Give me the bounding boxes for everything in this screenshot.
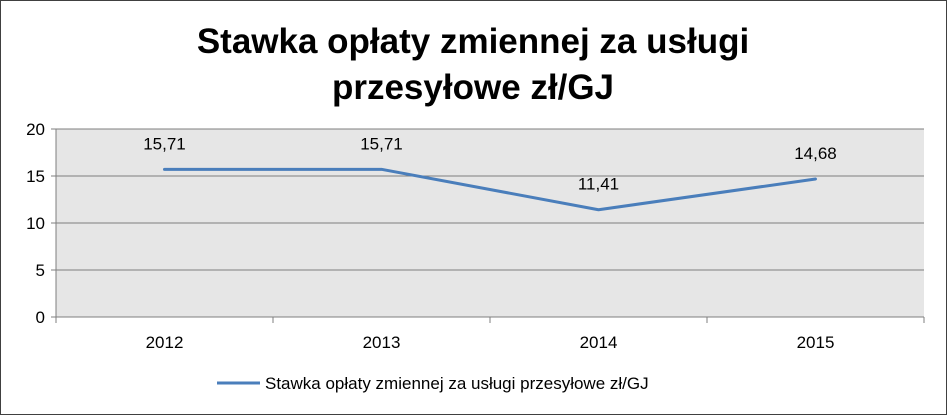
x-tick-label: 2015 — [797, 333, 835, 352]
series — [163, 167, 817, 212]
y-tick-label: 15 — [26, 167, 45, 186]
y-tick-label: 10 — [26, 214, 45, 233]
y-tick-label: 20 — [26, 120, 45, 139]
x-tick-label: 2012 — [146, 333, 184, 352]
data-label: 15,71 — [143, 134, 186, 153]
data-label: 11,41 — [578, 175, 619, 194]
series-line — [163, 167, 817, 212]
data-label: 15,71 — [360, 134, 403, 153]
data-label: 14,68 — [794, 144, 837, 163]
data-labels: 15,71 15,71 11,41 14,68 — [143, 134, 837, 193]
x-axis: 2012 2013 2014 2015 — [55, 316, 925, 352]
x-tick-label: 2013 — [363, 333, 401, 352]
y-axis: 0 5 10 15 20 — [26, 120, 57, 327]
legend: Stawka opłaty zmiennej za usługi przesył… — [217, 374, 649, 393]
x-tick-label: 2014 — [580, 333, 618, 352]
legend-label: Stawka opłaty zmiennej za usługi przesył… — [265, 374, 649, 393]
gridlines — [56, 128, 924, 271]
y-tick-label: 0 — [36, 308, 45, 327]
y-tick-label: 5 — [36, 261, 45, 280]
chart-title-line-2: przesyłowe zł/GJ — [332, 68, 614, 107]
chart-title-line-1: Stawka opłaty zmiennej za usługi — [197, 22, 749, 61]
